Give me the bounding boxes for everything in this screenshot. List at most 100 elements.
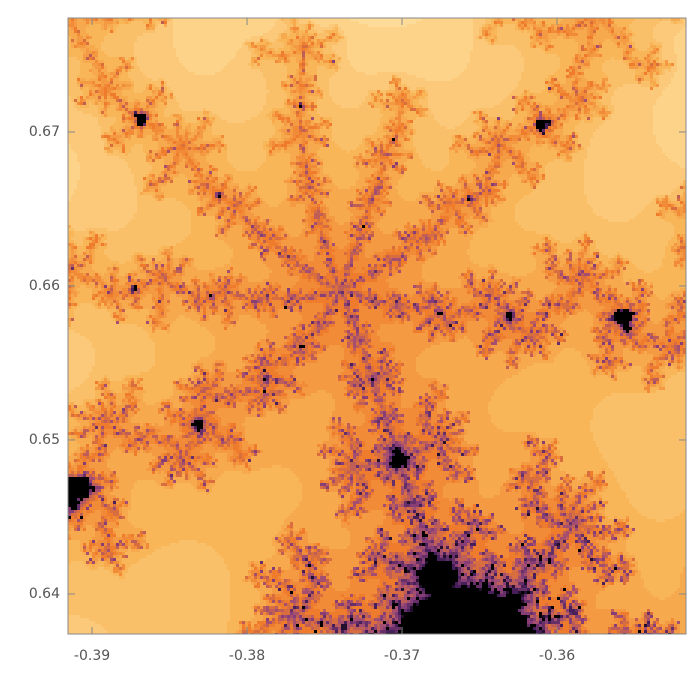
field-cell: [299, 123, 302, 126]
field-cell: [659, 96, 686, 99]
field-cell: [152, 102, 155, 105]
field-cell: [500, 102, 515, 105]
field-cell: [662, 69, 665, 72]
field-cell: [560, 90, 566, 93]
field-cell: [140, 105, 146, 108]
field-cell: [674, 189, 683, 192]
field-cell: [419, 114, 422, 117]
field-cell: [515, 168, 521, 171]
field-cell: [218, 147, 221, 150]
field-cell: [590, 138, 656, 141]
field-cell: [611, 102, 656, 105]
field-cell: [125, 225, 191, 228]
field-cell: [467, 213, 476, 216]
field-cell: [170, 180, 173, 183]
field-cell: [89, 48, 98, 51]
field-cell: [482, 180, 485, 183]
field-cell: [536, 45, 545, 48]
field-cell: [662, 213, 665, 216]
field-cell: [578, 69, 584, 72]
field-cell: [536, 135, 542, 138]
field-cell: [680, 213, 683, 216]
field-cell: [194, 183, 200, 186]
field-cell: [140, 129, 143, 132]
field-cell: [278, 141, 284, 144]
field-cell: [278, 39, 287, 42]
field-cell: [383, 171, 386, 174]
field-cell: [416, 246, 419, 249]
field-cell: [281, 237, 284, 240]
field-cell: [113, 24, 119, 27]
field-cell: [212, 186, 215, 189]
field-cell: [539, 183, 584, 186]
field-cell: [404, 171, 470, 174]
field-cell: [317, 159, 323, 162]
field-cell: [377, 192, 380, 195]
field-cell: [413, 156, 419, 159]
field-cell: [251, 186, 254, 189]
field-cell: [530, 42, 536, 45]
field-cell: [371, 147, 374, 150]
field-cell: [230, 222, 233, 225]
field-cell: [269, 39, 275, 42]
field-cell: [281, 231, 287, 234]
field-cell: [305, 204, 308, 207]
field-cell: [674, 39, 686, 42]
field-cell: [320, 141, 326, 144]
field-cell: [203, 126, 206, 129]
field-cell: [473, 21, 485, 24]
field-cell: [242, 201, 245, 204]
field-cell: [341, 27, 473, 30]
field-cell: [329, 246, 332, 249]
field-cell: [101, 66, 104, 69]
field-cell: [581, 72, 584, 75]
field-cell: [515, 210, 593, 213]
field-cell: [641, 72, 644, 75]
field-cell: [584, 114, 593, 117]
field-cell: [209, 144, 215, 147]
field-cell: [131, 21, 143, 24]
field-cell: [377, 93, 380, 96]
field-cell: [476, 204, 482, 207]
field-cell: [332, 99, 365, 102]
field-cell: [326, 45, 332, 48]
field-cell: [590, 42, 593, 45]
field-cell: [323, 186, 338, 189]
field-cell: [116, 30, 155, 33]
field-cell: [668, 240, 677, 243]
field-cell: [155, 84, 161, 87]
field-cell: [185, 159, 188, 162]
field-cell: [248, 198, 254, 201]
field-cell: [398, 105, 401, 108]
field-cell: [362, 237, 365, 240]
field-cell: [392, 108, 398, 111]
field-cell: [656, 210, 659, 213]
field-cell: [542, 90, 548, 93]
field-cell: [350, 243, 356, 246]
field-cell: [140, 108, 143, 111]
field-cell: [287, 183, 296, 186]
field-cell: [86, 42, 89, 45]
field-cell: [455, 126, 479, 129]
field-cell: [161, 150, 167, 153]
field-cell: [461, 222, 464, 225]
field-cell: [341, 36, 344, 39]
field-cell: [404, 168, 407, 171]
field-cell: [659, 210, 662, 213]
field-cell: [158, 135, 161, 138]
field-cell: [446, 126, 455, 129]
field-cell: [251, 222, 254, 225]
field-cell: [371, 207, 377, 210]
field-cell: [302, 111, 305, 114]
field-cell: [227, 177, 230, 180]
field-cell: [101, 48, 134, 51]
field-cell: [173, 153, 176, 156]
field-cell: [125, 108, 128, 111]
field-cell: [95, 237, 98, 240]
field-cell: [272, 141, 275, 144]
field-cell: [125, 141, 158, 144]
field-cell: [287, 69, 296, 72]
field-cell: [674, 210, 677, 213]
field-cell: [158, 87, 161, 90]
field-cell: [500, 180, 503, 183]
